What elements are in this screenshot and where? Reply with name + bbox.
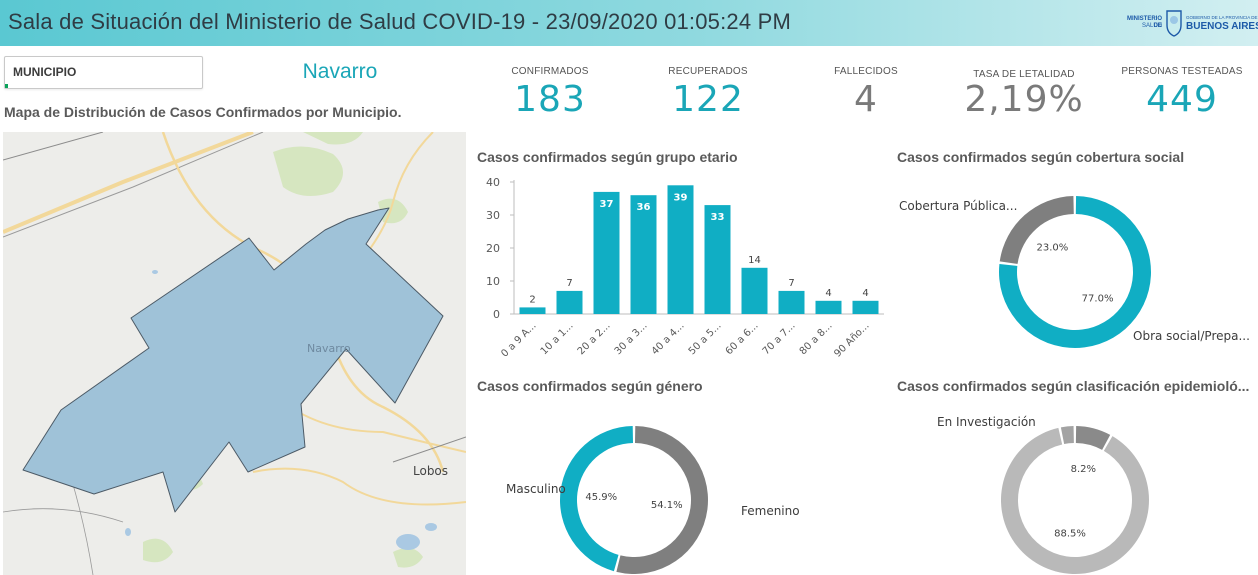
kpi-label: RECUPERADOS — [668, 66, 748, 77]
filter-indicator — [5, 84, 8, 88]
bar[interactable] — [667, 185, 694, 314]
kpi-personas-testeadas: PERSONAS TESTEADAS 449 — [1116, 66, 1248, 120]
x-tick-label: 60 a 6... — [724, 320, 761, 357]
kpi-label: PERSONAS TESTEADAS — [1121, 66, 1243, 77]
map-town-label: Lobos — [413, 464, 448, 478]
kpi-label: CONFIRMADOS — [511, 66, 589, 77]
bar-value-label: 36 — [637, 202, 651, 213]
kpi-value: 2,19% — [964, 79, 1084, 120]
kpi-recuperados: RECUPERADOS 122 — [648, 66, 768, 120]
x-tick-label: 90 Año... — [832, 320, 871, 359]
province-shield-icon — [1166, 10, 1182, 37]
slice-category-label: Masculino — [506, 482, 566, 496]
slice-value-label: 54.1% — [651, 500, 683, 511]
municipio-filter-label: MUNICIPIO — [13, 65, 77, 79]
kpi-value: 449 — [1146, 79, 1218, 120]
ministry-logo: MINISTERIO DE SALUD GOBIERNO DE LA PROVI… — [1118, 7, 1258, 39]
cases-map[interactable]: Navarro Lobos — [3, 132, 466, 575]
bar-value-label: 37 — [600, 199, 614, 210]
logo-ministry-line1: MINISTERIO DE — [1126, 16, 1162, 29]
gender-chart-title: Casos confirmados según género — [477, 378, 703, 394]
bar-value-label: 39 — [674, 192, 688, 203]
donut-slice[interactable] — [1075, 426, 1111, 450]
map-region-label: Navarro — [307, 342, 351, 355]
age-chart-title: Casos confirmados según grupo etario — [477, 149, 738, 165]
logo-province: BUENOS AIRES — [1186, 21, 1258, 32]
x-tick-label: 30 a 3... — [613, 320, 650, 357]
y-tick-label: 30 — [486, 209, 500, 222]
bar-value-label: 7 — [788, 278, 794, 289]
header-bar: Sala de Situación del Ministerio de Salu… — [0, 0, 1258, 46]
kpi-fallecidos: FALLECIDOS 4 — [806, 66, 926, 120]
bar-value-label: 4 — [862, 288, 868, 299]
bar[interactable] — [778, 290, 805, 314]
kpi-value: 122 — [672, 79, 744, 120]
donut-slice[interactable] — [1060, 426, 1074, 445]
slice-value-label: 23.0% — [1037, 243, 1069, 254]
x-tick-label: 80 a 8... — [798, 320, 835, 357]
donut-slice[interactable] — [560, 426, 634, 572]
kpi-value: 4 — [854, 79, 878, 120]
x-tick-label: 50 a 5... — [687, 320, 724, 357]
slice-value-label: 77.0% — [1082, 293, 1114, 304]
bar-value-label: 4 — [825, 288, 831, 299]
logo-gov-line: GOBIERNO DE LA PROVINCIA DE — [1186, 15, 1258, 20]
bar-value-label: 33 — [711, 212, 725, 223]
slice-category-label: Cobertura Pública... — [899, 199, 1017, 213]
x-tick-label: 10 a 1... — [539, 320, 576, 357]
bar[interactable] — [630, 195, 657, 314]
bar[interactable] — [741, 267, 768, 314]
kpi-value: 183 — [514, 79, 586, 120]
coverage-donut-chart[interactable]: 23.0% 77.0% Cobertura Pública... Obra socia… — [890, 172, 1258, 372]
bar[interactable] — [556, 290, 583, 314]
slice-category-label: Obra social/Prepa... — [1133, 329, 1250, 343]
gender-donut-chart[interactable]: 54.1% 45.9% Masculino Femenino — [476, 400, 886, 575]
bar[interactable] — [519, 307, 546, 314]
kpi-label: TASA DE LETALIDAD — [973, 69, 1075, 80]
x-tick-label: 20 a 2... — [576, 320, 613, 357]
bar[interactable] — [852, 300, 879, 314]
donut-slice[interactable] — [999, 196, 1074, 264]
y-tick-label: 0 — [493, 308, 500, 321]
bar[interactable] — [815, 300, 842, 314]
slice-category-label: En Investigación — [937, 415, 1036, 429]
x-tick-label: 70 a 7... — [761, 320, 798, 357]
epi-donut-chart[interactable]: 8.2% 88.5% En Investigación — [890, 400, 1258, 575]
map-title: Mapa de Distribución de Casos Confirmado… — [4, 104, 402, 120]
slice-value-label: 8.2% — [1071, 464, 1096, 475]
page-title: Sala de Situación del Ministerio de Salu… — [8, 9, 792, 34]
bar-value-label: 7 — [566, 278, 572, 289]
selected-municipio: Navarro — [302, 60, 378, 83]
slice-value-label: 88.5% — [1054, 529, 1086, 540]
slice-category-label: Femenino — [741, 504, 800, 518]
age-bar-chart[interactable]: 0 10 20 30 40 2 0 a 9 A... 7 10 a 1... 37 20 a 2..… — [476, 172, 894, 367]
x-tick-label: 0 a 9 A... — [499, 320, 538, 359]
kpi-label: FALLECIDOS — [834, 66, 898, 77]
municipio-filter[interactable]: MUNICIPIO — [4, 56, 203, 89]
donut-slice[interactable] — [1001, 427, 1149, 574]
y-tick-label: 40 — [486, 176, 500, 189]
bar-value-label: 14 — [748, 255, 761, 266]
epi-chart-title: Casos confirmados según clasificación ep… — [897, 378, 1250, 394]
donut-slice[interactable] — [616, 426, 708, 574]
slice-value-label: 45.9% — [585, 492, 617, 503]
bar[interactable] — [593, 191, 620, 314]
y-tick-label: 20 — [486, 242, 500, 255]
bar-value-label: 2 — [529, 294, 535, 305]
coverage-chart-title: Casos confirmados según cobertura social — [897, 149, 1185, 165]
x-tick-label: 40 a 4... — [650, 320, 687, 357]
kpi-confirmados: CONFIRMADOS 183 — [490, 66, 610, 120]
bar[interactable] — [704, 205, 731, 314]
y-tick-label: 10 — [486, 275, 500, 288]
kpi-tasa-letalidad: TASA DE LETALIDAD 2,19% — [958, 66, 1090, 120]
logo-ministry-line2: SALUD — [1141, 23, 1162, 29]
